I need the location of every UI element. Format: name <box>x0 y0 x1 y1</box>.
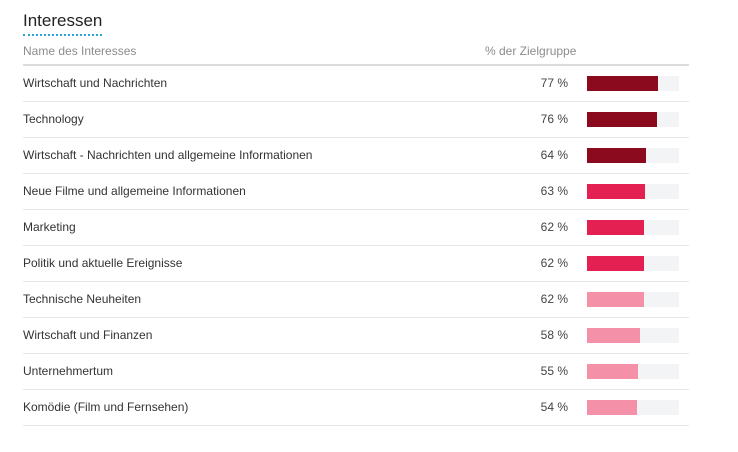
table-row: Wirtschaft und Nachrichten 77 % <box>23 66 689 102</box>
percent-bar-track <box>587 292 679 307</box>
audience-percent: 64 % <box>540 148 568 162</box>
percent-bar-track <box>587 184 679 199</box>
percent-bar-fill <box>587 76 658 91</box>
audience-percent: 77 % <box>540 76 568 90</box>
interest-name: Marketing <box>23 220 76 234</box>
table-row: Komödie (Film und Fernsehen) 54 % <box>23 390 689 426</box>
interest-name: Neue Filme und allgemeine Informationen <box>23 184 246 198</box>
percent-bar-track <box>587 148 679 163</box>
percent-bar-track <box>587 256 679 271</box>
audience-percent: 58 % <box>540 328 568 342</box>
percent-bar-fill <box>587 400 637 415</box>
interest-name: Technology <box>23 112 84 126</box>
percent-bar-fill <box>587 256 644 271</box>
percent-bar-track <box>587 112 679 127</box>
interest-name: Komödie (Film und Fernsehen) <box>23 400 189 414</box>
table-row: Neue Filme und allgemeine Informationen … <box>23 174 689 210</box>
percent-bar-track <box>587 220 679 235</box>
table-row: Unternehmertum 55 % <box>23 354 689 390</box>
percent-bar-track <box>587 400 679 415</box>
audience-percent: 76 % <box>540 112 568 126</box>
column-header-name: Name des Interesses <box>23 44 137 58</box>
table-row: Technische Neuheiten 62 % <box>23 282 689 318</box>
audience-percent: 62 % <box>540 220 568 234</box>
percent-bar-fill <box>587 364 638 379</box>
percent-bar-fill <box>587 184 645 199</box>
percent-bar-track <box>587 364 679 379</box>
audience-percent: 55 % <box>540 364 568 378</box>
table-row: Marketing 62 % <box>23 210 689 246</box>
table-row: Wirtschaft und Finanzen 58 % <box>23 318 689 354</box>
interest-name: Technische Neuheiten <box>23 292 142 306</box>
table-row: Politik und aktuelle Ereignisse 62 % <box>23 246 689 282</box>
column-header-audience-percent: % der Zielgruppe <box>485 44 577 58</box>
interest-name: Wirtschaft und Nachrichten <box>23 76 168 90</box>
interest-name: Wirtschaft - Nachrichten und allgemeine … <box>23 148 313 162</box>
audience-percent: 63 % <box>540 184 568 198</box>
percent-bar-track <box>587 328 679 343</box>
audience-percent: 62 % <box>540 292 568 306</box>
percent-bar-track <box>587 76 679 91</box>
interest-name: Politik und aktuelle Ereignisse <box>23 256 183 270</box>
audience-percent: 54 % <box>540 400 568 414</box>
table-header: Name des Interesses % der Zielgruppe <box>23 42 689 66</box>
percent-bar-fill <box>587 112 657 127</box>
audience-percent: 62 % <box>540 256 568 270</box>
percent-bar-fill <box>587 328 640 343</box>
table-row: Wirtschaft - Nachrichten und allgemeine … <box>23 138 689 174</box>
interest-name: Wirtschaft und Finanzen <box>23 328 153 342</box>
interest-name: Unternehmertum <box>23 364 114 378</box>
interest-list: Wirtschaft und Nachrichten 77 % Technolo… <box>23 66 689 426</box>
percent-bar-fill <box>587 292 644 307</box>
table-row: Technology 76 % <box>23 102 689 138</box>
percent-bar-fill <box>587 220 644 235</box>
section-title: Interessen <box>23 11 103 36</box>
percent-bar-fill <box>587 148 646 163</box>
